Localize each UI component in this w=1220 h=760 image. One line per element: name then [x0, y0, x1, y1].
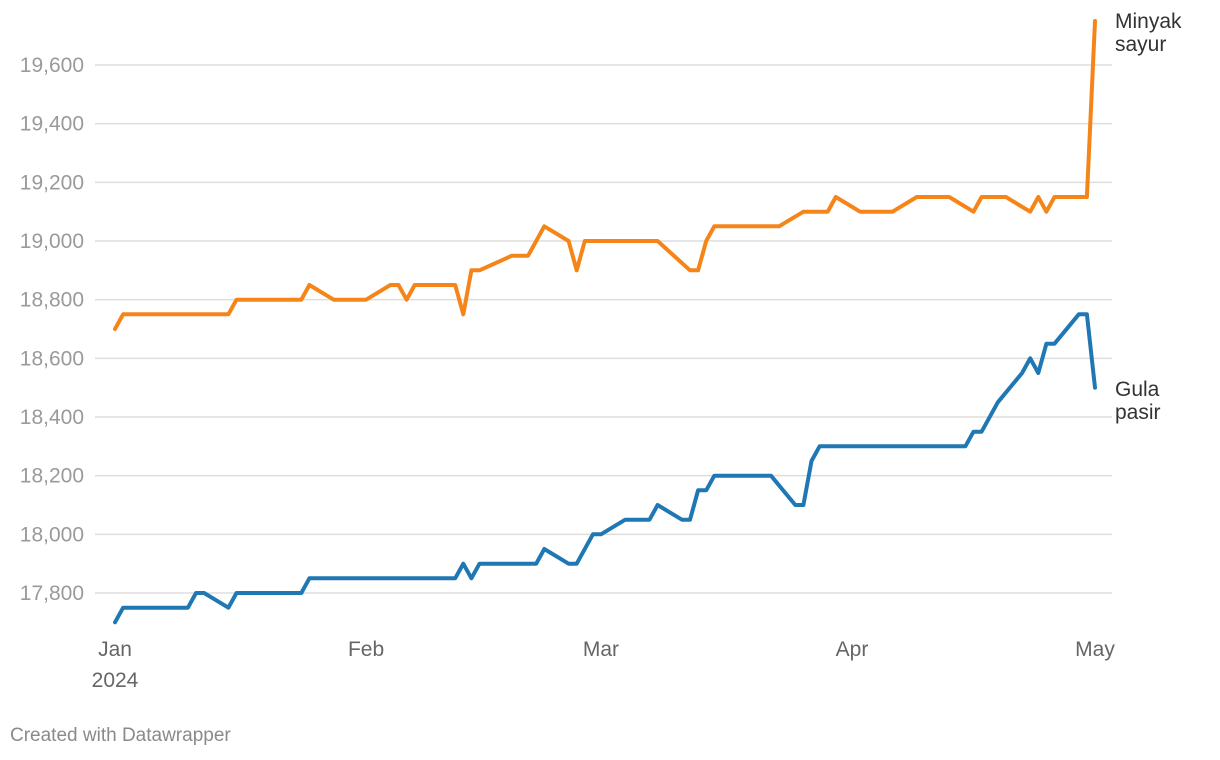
series-label: Minyak sayur — [1115, 10, 1182, 56]
gridlines — [95, 64, 1112, 594]
x-tick-label: Jan — [98, 638, 132, 661]
series-line — [113, 312, 1097, 625]
line-chart: 17,800 18,000 18,200 18,400 18,600 18,800 19,0… — [20, 10, 1182, 692]
series-label-line: sayur — [1115, 33, 1166, 56]
series-lines — [113, 19, 1097, 625]
series-label-line: pasir — [1115, 401, 1161, 424]
y-tick-label: 18,400 — [20, 406, 84, 429]
y-tick-label: 18,600 — [20, 347, 84, 370]
y-tick-label: 17,800 — [20, 582, 84, 605]
series-label-line: Gula — [1115, 378, 1160, 401]
x-tick-label: May — [1075, 638, 1115, 661]
series-line — [113, 19, 1097, 331]
x-tick-sublabel: 2024 — [92, 669, 139, 692]
series-label: Gula pasir — [1115, 378, 1161, 424]
x-tick-label: Apr — [836, 638, 869, 661]
y-tick-label: 19,400 — [20, 113, 84, 136]
y-tick-label: 18,200 — [20, 465, 84, 488]
series-labels: Minyak sayur Gula pasir — [1115, 10, 1182, 424]
y-tick-label: 18,800 — [20, 289, 84, 312]
x-tick-label: Mar — [583, 638, 619, 661]
footer-credit: Created with Datawrapper — [10, 725, 231, 746]
y-tick-label: 18,000 — [20, 523, 84, 546]
y-tick-label: 19,600 — [20, 54, 84, 77]
series-label-line: Minyak — [1115, 10, 1182, 33]
x-axis-ticks: Jan 2024 Feb Mar Apr May — [92, 638, 1116, 692]
y-tick-label: 19,000 — [20, 230, 84, 253]
y-axis-ticks: 17,800 18,000 18,200 18,400 18,600 18,800 19,0… — [20, 54, 84, 605]
x-tick-label: Feb — [348, 638, 384, 661]
y-tick-label: 19,200 — [20, 171, 84, 194]
